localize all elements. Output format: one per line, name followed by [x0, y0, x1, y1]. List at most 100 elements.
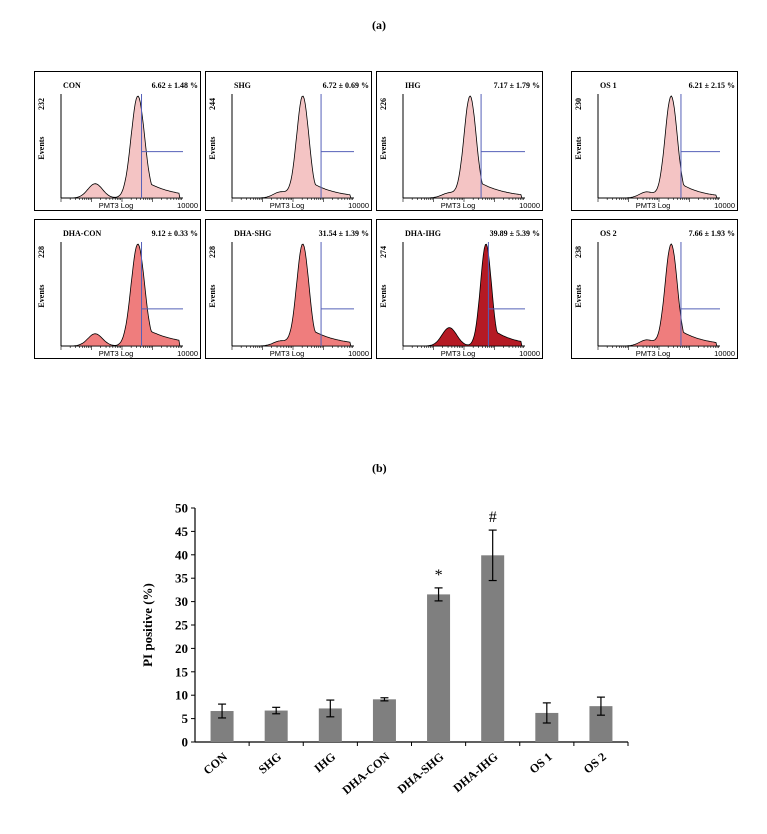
y-tick-label: 40 — [175, 547, 188, 562]
flow-panel-dha-ihg: DHA-IHG 39.89 ± 5.39 % 274 Events PMT3 Log 10… — [376, 219, 543, 359]
panel-xlabel: PMT3 Log — [441, 201, 476, 210]
panel-xlabel: PMT3 Log — [636, 201, 671, 210]
histogram-curve — [403, 95, 525, 199]
panel-xlabel: PMT3 Log — [270, 201, 305, 210]
y-tick-label: 50 — [175, 501, 188, 516]
y-tick-label: 45 — [175, 524, 189, 539]
flow-panel-os-2: OS 2 7.66 ± 1.93 % 238 Events PMT3 Log 10000 — [571, 219, 738, 359]
bar-con — [210, 711, 234, 742]
panel-ylabel: Events — [379, 136, 388, 159]
panel-ylabel: Events — [574, 136, 583, 159]
bar-dha-ihg — [481, 555, 505, 742]
panel-ymax: 226 — [379, 98, 388, 110]
bar-shg — [264, 710, 288, 742]
figure-label-a: (a) — [372, 18, 386, 32]
panel-xlabel: PMT3 Log — [99, 349, 134, 358]
panel-percentage: 6.62 ± 1.48 % — [152, 81, 198, 90]
y-axis-label: PI positive (%) — [140, 583, 155, 667]
panel-percentage: 6.21 ± 2.15 % — [689, 81, 735, 90]
panel-title: DHA-SHG — [234, 229, 271, 238]
x-tick-label: DHA-SHG — [395, 750, 447, 797]
panel-xlabel: PMT3 Log — [636, 349, 671, 358]
histogram-plot: CON 6.62 ± 1.48 % 232 Events PMT3 Log 10000 — [37, 81, 198, 210]
histogram-curve — [61, 95, 183, 199]
x-tick-label: CON — [201, 749, 231, 777]
panel-xmax: 10000 — [177, 201, 198, 210]
panel-xmax: 10000 — [348, 201, 369, 210]
panel-ylabel: Events — [208, 136, 217, 159]
histogram-plot: IHG 7.17 ± 1.79 % 226 Events PMT3 Log 10000 — [379, 81, 540, 210]
histogram-curve — [598, 95, 720, 199]
y-tick-label: 30 — [175, 594, 188, 609]
panel-ymax: 274 — [379, 246, 388, 258]
y-tick-label: 5 — [182, 711, 189, 726]
bar-dha-shg — [427, 594, 451, 742]
panel-xlabel: PMT3 Log — [99, 201, 134, 210]
x-tick-label: DHA-IHG — [450, 750, 500, 795]
panel-ymax: 230 — [574, 98, 583, 110]
histogram-curve — [232, 95, 354, 199]
flow-panel-dha-shg: DHA-SHG 31.54 ± 1.39 % 228 Events PMT3 Log 10… — [205, 219, 372, 359]
panel-title: OS 1 — [600, 81, 617, 90]
panel-ylabel: Events — [37, 284, 46, 307]
flow-panel-dha-con: DHA-CON 9.12 ± 0.33 % 228 Events PMT3 Log 100… — [34, 219, 201, 359]
significance-mark: * — [435, 567, 443, 584]
histogram-curve — [403, 243, 525, 347]
y-tick-label: 0 — [182, 735, 189, 750]
flow-panel-os-1: OS 1 6.21 ± 2.15 % 230 Events PMT3 Log 10000 — [571, 71, 738, 211]
panel-title: OS 2 — [600, 229, 617, 238]
y-tick-label: 35 — [175, 571, 189, 586]
histogram-curve — [232, 243, 354, 347]
bar-ihg — [318, 708, 342, 742]
y-tick-label: 20 — [175, 641, 188, 656]
panel-ylabel: Events — [37, 136, 46, 159]
panel-percentage: 7.17 ± 1.79 % — [494, 81, 540, 90]
panel-ymax: 228 — [208, 246, 217, 258]
panel-xmax: 10000 — [714, 349, 735, 358]
histogram-plot: OS 2 7.66 ± 1.93 % 238 Events PMT3 Log 10000 — [574, 229, 735, 358]
panel-ylabel: Events — [208, 284, 217, 307]
flow-panel-shg: SHG 6.72 ± 0.69 % 244 Events PMT3 Log 10000 — [205, 71, 372, 211]
panel-xmax: 10000 — [519, 201, 540, 210]
panel-percentage: 39.89 ± 5.39 % — [490, 229, 540, 238]
flow-panel-con: CON 6.62 ± 1.48 % 232 Events PMT3 Log 10000 — [34, 71, 201, 211]
figure-label-b: (b) — [372, 461, 387, 475]
y-tick-label: 25 — [175, 618, 189, 633]
panel-ymax: 232 — [37, 98, 46, 110]
histogram-plot: SHG 6.72 ± 0.69 % 244 Events PMT3 Log 10000 — [208, 81, 369, 210]
panel-ylabel: Events — [379, 284, 388, 307]
x-tick-label: OS 2 — [581, 750, 609, 777]
x-tick-label: SHG — [256, 750, 284, 777]
histogram-curve — [598, 243, 720, 347]
flow-panel-ihg: IHG 7.17 ± 1.79 % 226 Events PMT3 Log 10000 — [376, 71, 543, 211]
panel-percentage: 6.72 ± 0.69 % — [323, 81, 369, 90]
panel-percentage: 31.54 ± 1.39 % — [319, 229, 369, 238]
x-tick-label: OS 1 — [527, 750, 555, 777]
panel-title: IHG — [405, 81, 421, 90]
panel-title: SHG — [234, 81, 251, 90]
panel-xmax: 10000 — [177, 349, 198, 358]
histogram-plot: OS 1 6.21 ± 2.15 % 230 Events PMT3 Log 10000 — [574, 81, 735, 210]
x-tick-label: IHG — [311, 750, 338, 776]
panel-percentage: 7.66 ± 1.93 % — [689, 229, 735, 238]
panel-ylabel: Events — [574, 284, 583, 307]
y-tick-label: 10 — [175, 688, 188, 703]
panel-xlabel: PMT3 Log — [441, 349, 476, 358]
panel-ymax: 228 — [37, 246, 46, 258]
panel-percentage: 9.12 ± 0.33 % — [152, 229, 198, 238]
histogram-curve — [61, 243, 183, 347]
histogram-plot: DHA-IHG 39.89 ± 5.39 % 274 Events PMT3 Log 10… — [379, 229, 540, 358]
histogram-plot: DHA-SHG 31.54 ± 1.39 % 228 Events PMT3 Log 10… — [208, 229, 369, 358]
panel-title: CON — [63, 81, 81, 90]
bar-dha-con — [372, 699, 396, 742]
panel-ymax: 238 — [574, 246, 583, 258]
panel-xmax: 10000 — [348, 349, 369, 358]
panel-title: DHA-CON — [63, 229, 101, 238]
panel-xmax: 10000 — [714, 201, 735, 210]
x-tick-label: DHA-CON — [339, 749, 392, 797]
bar-os-1 — [535, 712, 559, 742]
y-tick-label: 15 — [175, 664, 189, 679]
histogram-plot: DHA-CON 9.12 ± 0.33 % 228 Events PMT3 Log 100… — [37, 229, 198, 358]
panel-xmax: 10000 — [519, 349, 540, 358]
